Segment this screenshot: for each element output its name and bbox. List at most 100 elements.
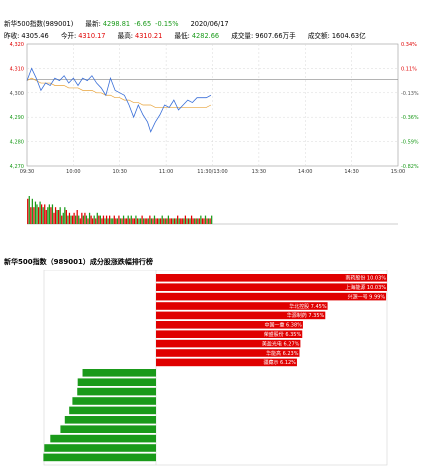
volume-bar bbox=[150, 218, 153, 224]
loser-bar bbox=[60, 425, 156, 433]
volume-bar bbox=[133, 218, 136, 224]
volume-bar bbox=[73, 212, 75, 224]
volume-bar bbox=[170, 218, 173, 224]
gainer-label: 上海能源 10.03% bbox=[345, 284, 386, 291]
volume-bar bbox=[130, 215, 132, 224]
x-tick-label: 13:30 bbox=[252, 169, 266, 175]
volume-bar bbox=[163, 218, 165, 224]
volume-bar bbox=[122, 215, 125, 224]
volume-bar bbox=[71, 215, 74, 224]
loser-label: 东方通信 -3.19% bbox=[158, 370, 198, 377]
volume-bar bbox=[85, 215, 88, 224]
loser-bar bbox=[82, 369, 156, 377]
volume-bar bbox=[78, 215, 80, 224]
volume-bar bbox=[172, 218, 174, 224]
intraday-chart: 4,320 0.34% 4,310 0.11% 4,300 -0.13% 4,290 -0.3… bbox=[10, 42, 419, 225]
gainer-label: 中国一重 6.38% bbox=[264, 322, 302, 329]
volume-bar bbox=[36, 204, 38, 224]
volume-bar bbox=[64, 207, 66, 224]
volume-bar bbox=[45, 210, 47, 224]
y-tick-label-left: 4,280 bbox=[10, 140, 24, 146]
loser-label: 安福源光 -4.85% bbox=[158, 445, 198, 452]
volume-bar bbox=[88, 212, 91, 224]
gainer-bar bbox=[156, 358, 297, 367]
volume-bar bbox=[56, 210, 58, 224]
volume-bar bbox=[190, 215, 193, 224]
x-tick-label: 11:00 bbox=[159, 169, 173, 175]
y-tick-label-right: 0.34% bbox=[401, 42, 417, 48]
volume-bar bbox=[141, 215, 143, 224]
gainer-bar bbox=[156, 274, 387, 282]
gainer-bar bbox=[156, 339, 301, 348]
volume-bar bbox=[75, 215, 77, 224]
y-tick-label-right: -0.82% bbox=[401, 164, 419, 170]
volume-bar bbox=[112, 218, 114, 224]
volume-bar bbox=[144, 218, 146, 224]
volume-bar bbox=[37, 207, 40, 224]
volume-bar bbox=[146, 218, 148, 224]
change-value: -6.65 bbox=[134, 20, 152, 28]
loser-bar bbox=[77, 378, 156, 386]
quote-header-line-2: 昨收: 4305.46 今开: 4310.17 最高: 4310.21 最低: 4282… bbox=[4, 30, 376, 40]
volume-bar bbox=[183, 218, 185, 224]
volume-bar bbox=[166, 218, 168, 224]
volume-bar bbox=[34, 201, 37, 224]
volume-bar bbox=[152, 218, 154, 224]
volume-bar bbox=[160, 218, 162, 224]
volume-bar bbox=[121, 218, 123, 224]
quote-date: 2020/06/17 bbox=[190, 20, 229, 28]
x-tick-label: 10:00 bbox=[66, 169, 80, 175]
volume-bar bbox=[59, 207, 61, 224]
x-tick-label: 14:30 bbox=[344, 169, 358, 175]
change-percent: -0.15% bbox=[155, 20, 179, 28]
volume-bar bbox=[132, 218, 134, 224]
volume-bar bbox=[175, 218, 177, 224]
volume-bar bbox=[207, 218, 210, 224]
volume-bar bbox=[76, 210, 78, 224]
latest-label: 最新: bbox=[85, 20, 101, 28]
volume-bar bbox=[98, 215, 100, 224]
volume-bar bbox=[70, 215, 72, 224]
volume-bar bbox=[28, 196, 30, 224]
volume-bar bbox=[44, 204, 46, 224]
volume-bar bbox=[92, 218, 94, 224]
index-name: 新华500指数(989001) bbox=[4, 20, 74, 28]
prev-close-label: 昨收: bbox=[4, 32, 20, 40]
volume-bar bbox=[81, 212, 83, 224]
x-tick-label: 10:30 bbox=[113, 169, 127, 175]
y-tick-label-left: 4,310 bbox=[10, 66, 24, 72]
volume-bar bbox=[93, 215, 95, 224]
volume-bar bbox=[107, 218, 109, 224]
gainer-label: 南药股份 10.03% bbox=[345, 275, 386, 282]
volume-bar bbox=[116, 218, 119, 224]
volume-bar bbox=[90, 215, 92, 224]
volume-bar bbox=[161, 215, 163, 224]
volume-bar bbox=[129, 218, 131, 224]
volume-bar bbox=[31, 198, 33, 224]
volume-bar bbox=[127, 215, 129, 224]
gainer-label: 美盈光电 6.27% bbox=[262, 340, 300, 347]
loser-label: 中华股份 -4.89% bbox=[158, 454, 198, 461]
volume-bar bbox=[173, 218, 176, 224]
volume-bar bbox=[79, 218, 81, 224]
volume-bar bbox=[184, 215, 187, 224]
y-tick-label-left: 4,290 bbox=[10, 115, 24, 121]
volume-bar bbox=[201, 218, 204, 224]
y-tick-label-right: -0.36% bbox=[401, 115, 419, 121]
volume-bar bbox=[178, 218, 180, 224]
gainer-label: 华能高 6.23% bbox=[266, 350, 299, 357]
volume-bar bbox=[158, 218, 160, 224]
gainer-label: 疆藏示 6.12% bbox=[263, 359, 296, 366]
volume-bar bbox=[124, 218, 126, 224]
volume-bar bbox=[104, 218, 106, 224]
volume-bar bbox=[119, 218, 122, 224]
high-value: 4310.21 bbox=[135, 32, 163, 40]
volume-bar bbox=[138, 218, 140, 224]
volume-bar bbox=[41, 204, 43, 224]
volume-bar bbox=[99, 215, 101, 224]
loser-label: 兆威意材 -3.96% bbox=[158, 417, 198, 424]
volume-bar bbox=[53, 212, 55, 224]
gainer-bar bbox=[156, 321, 303, 329]
volume-bar bbox=[115, 218, 117, 224]
x-tick-label: 15:00 bbox=[391, 169, 405, 175]
